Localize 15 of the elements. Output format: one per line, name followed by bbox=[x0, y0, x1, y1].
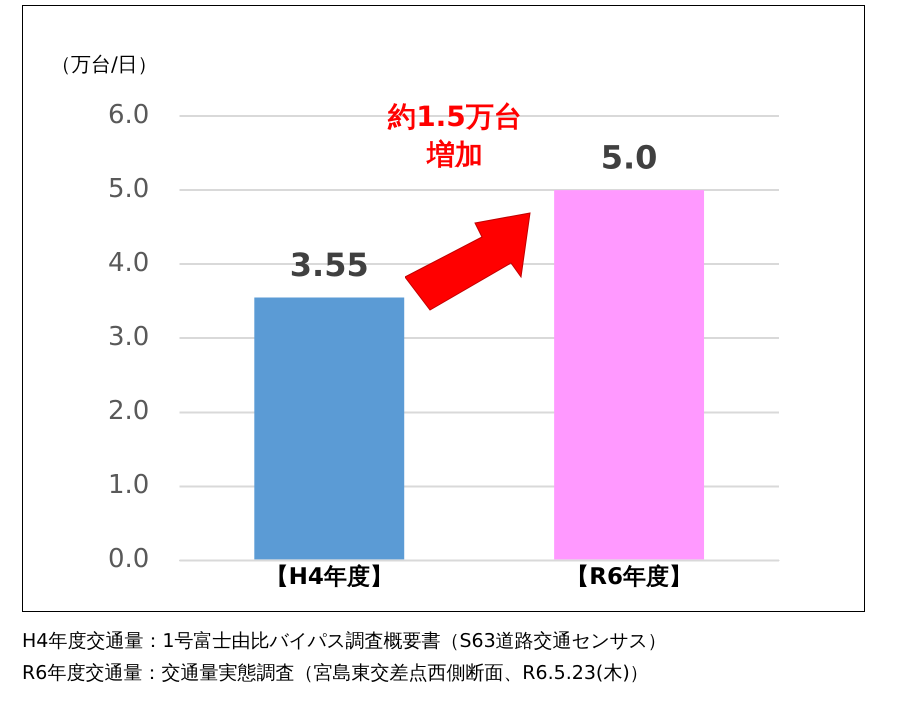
x-tick-label: 【R6年度】 bbox=[566, 563, 692, 590]
annotation: 約1.5万台増加 bbox=[386, 99, 523, 173]
y-tick-label: 5.0 bbox=[108, 174, 150, 204]
y-tick-label: 2.0 bbox=[108, 396, 150, 426]
y-tick-label: 1.0 bbox=[108, 470, 150, 500]
x-tick-label: 【H4年度】 bbox=[266, 563, 393, 590]
data-label: 3.55 bbox=[290, 246, 369, 284]
y-tick-label: 0.0 bbox=[108, 544, 150, 574]
text: H4年度交通量：1号富士由比バイパス調査概要書（S63道路交通センサス） bbox=[22, 629, 667, 654]
data-label: 5.0 bbox=[600, 138, 658, 176]
y-tick-label: 6.0 bbox=[108, 100, 150, 130]
y-tick-label: 4.0 bbox=[108, 248, 150, 278]
text: R6年度交通量：交通量実態調査（宮島東交差点西側断面、R6.5.23(木)） bbox=[22, 661, 649, 686]
y-tick-label: 3.0 bbox=[108, 322, 150, 352]
y-axis-title: （万台/日） bbox=[51, 52, 158, 76]
